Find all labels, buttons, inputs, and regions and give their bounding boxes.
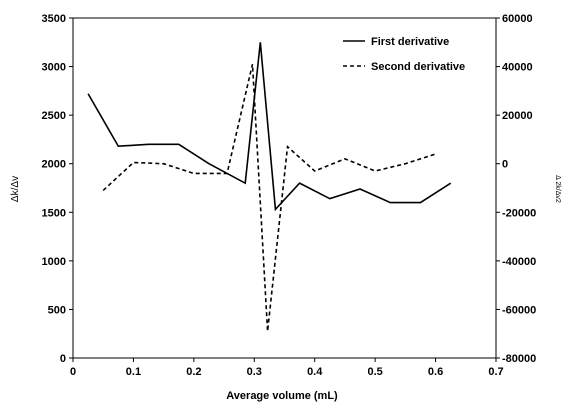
y-right-tick-label: 20000: [502, 110, 533, 122]
y-right-tick-label: -60000: [502, 304, 536, 316]
x-tick-label: 0.4: [307, 366, 323, 378]
y-left-tick-label: 2000: [42, 159, 66, 171]
y-left-tick-label: 3500: [42, 13, 66, 25]
y-left-tick-label: 2500: [42, 110, 66, 122]
x-tick-label: 0.5: [367, 366, 382, 378]
x-tick-label: 0.7: [488, 366, 503, 378]
series-line-first-derivative: [87, 42, 452, 212]
plot-frame: [72, 17, 497, 359]
y-left-tick-label: 1000: [42, 256, 66, 268]
x-axis-title: Average volume (mL): [226, 390, 338, 402]
legend-label-first-derivative: First derivative: [371, 36, 449, 48]
x-tick-label: 0.3: [247, 366, 262, 378]
x-axis-ticks: 0 0.1 0.2 0.3 0.4 0.5 0.6 0.7: [70, 358, 504, 378]
y-left-tick-label: 0: [60, 353, 66, 365]
legend: First derivative Second derivative: [343, 36, 465, 73]
y-left-tick-label: 3000: [42, 62, 66, 74]
right-y-axis-title: Δ 2k/Δv2: [554, 175, 561, 203]
y-right-tick-label: -80000: [502, 353, 536, 365]
legend-label-second-derivative: Second derivative: [371, 61, 465, 73]
left-y-axis-ticks: 0 500 1000 1500 2000 2500 3000 3500: [42, 13, 73, 365]
y-right-tick-label: -20000: [502, 207, 536, 219]
y-right-tick-label: 0: [502, 159, 508, 171]
y-right-tick-label: 40000: [502, 62, 533, 74]
x-tick-label: 0.2: [186, 366, 201, 378]
y-right-tick-label: 60000: [502, 13, 533, 25]
x-tick-label: 0.1: [126, 366, 141, 378]
series-layer: [87, 42, 452, 332]
left-y-axis-title: Δk/Δv: [10, 176, 21, 202]
plot-area: [72, 17, 497, 359]
y-left-tick-label: 1500: [42, 207, 66, 219]
y-left-tick-label: 500: [48, 304, 66, 316]
right-y-axis-ticks: -80000 -60000 -40000 -20000 0 20000 40000 60000: [496, 13, 536, 365]
x-tick-label: 0: [70, 366, 76, 378]
x-tick-label: 0.6: [428, 366, 443, 378]
series-line-second-derivative: [102, 63, 436, 332]
y-right-tick-label: -40000: [502, 256, 536, 268]
